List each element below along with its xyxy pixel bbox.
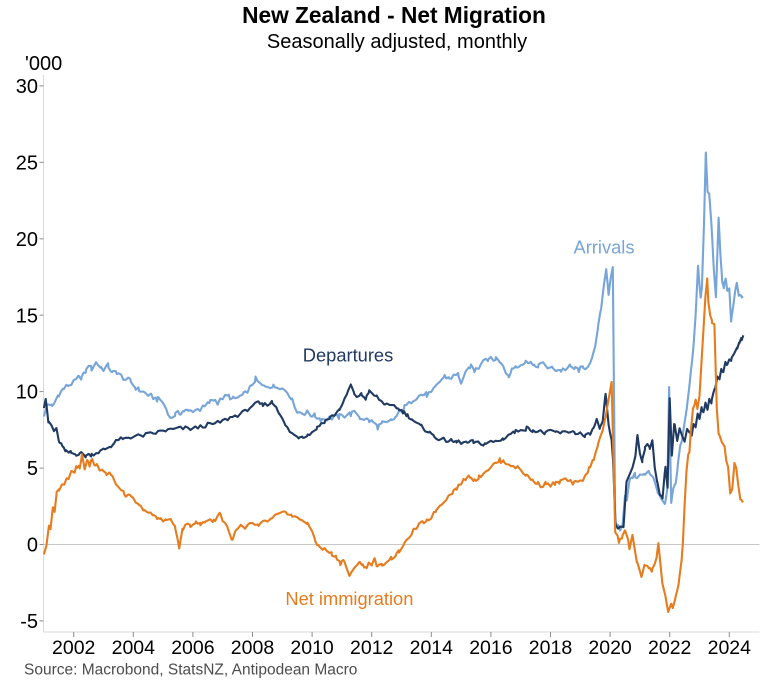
svg-text:Seasonally adjusted, monthly: Seasonally adjusted, monthly (267, 31, 527, 53)
svg-text:Net immigration: Net immigration (285, 588, 413, 609)
svg-text:2008: 2008 (231, 637, 274, 659)
svg-text:2006: 2006 (171, 637, 214, 659)
svg-text:15: 15 (16, 305, 38, 327)
svg-text:'000: '000 (25, 53, 62, 75)
svg-text:-5: -5 (20, 611, 38, 633)
svg-text:New Zealand - Net Migration: New Zealand - Net Migration (242, 2, 546, 28)
svg-text:25: 25 (16, 152, 38, 174)
svg-text:0: 0 (27, 535, 38, 557)
svg-text:2014: 2014 (410, 637, 454, 659)
svg-text:Arrivals: Arrivals (574, 237, 635, 258)
svg-text:2016: 2016 (469, 637, 512, 659)
svg-text:10: 10 (16, 382, 38, 404)
svg-text:2020: 2020 (588, 637, 632, 659)
svg-text:5: 5 (27, 458, 38, 480)
svg-text:20: 20 (16, 229, 38, 251)
svg-text:Departures: Departures (303, 345, 393, 366)
svg-text:2002: 2002 (52, 637, 95, 659)
svg-text:2018: 2018 (529, 637, 572, 659)
svg-text:2010: 2010 (290, 637, 334, 659)
svg-text:2024: 2024 (708, 637, 752, 659)
svg-text:30: 30 (16, 76, 38, 98)
svg-text:2022: 2022 (648, 637, 691, 659)
svg-text:2004: 2004 (112, 637, 156, 659)
svg-text:Source: Macrobond, StatsNZ, An: Source: Macrobond, StatsNZ, Antipodean M… (24, 662, 357, 679)
svg-text:2012: 2012 (350, 637, 393, 659)
